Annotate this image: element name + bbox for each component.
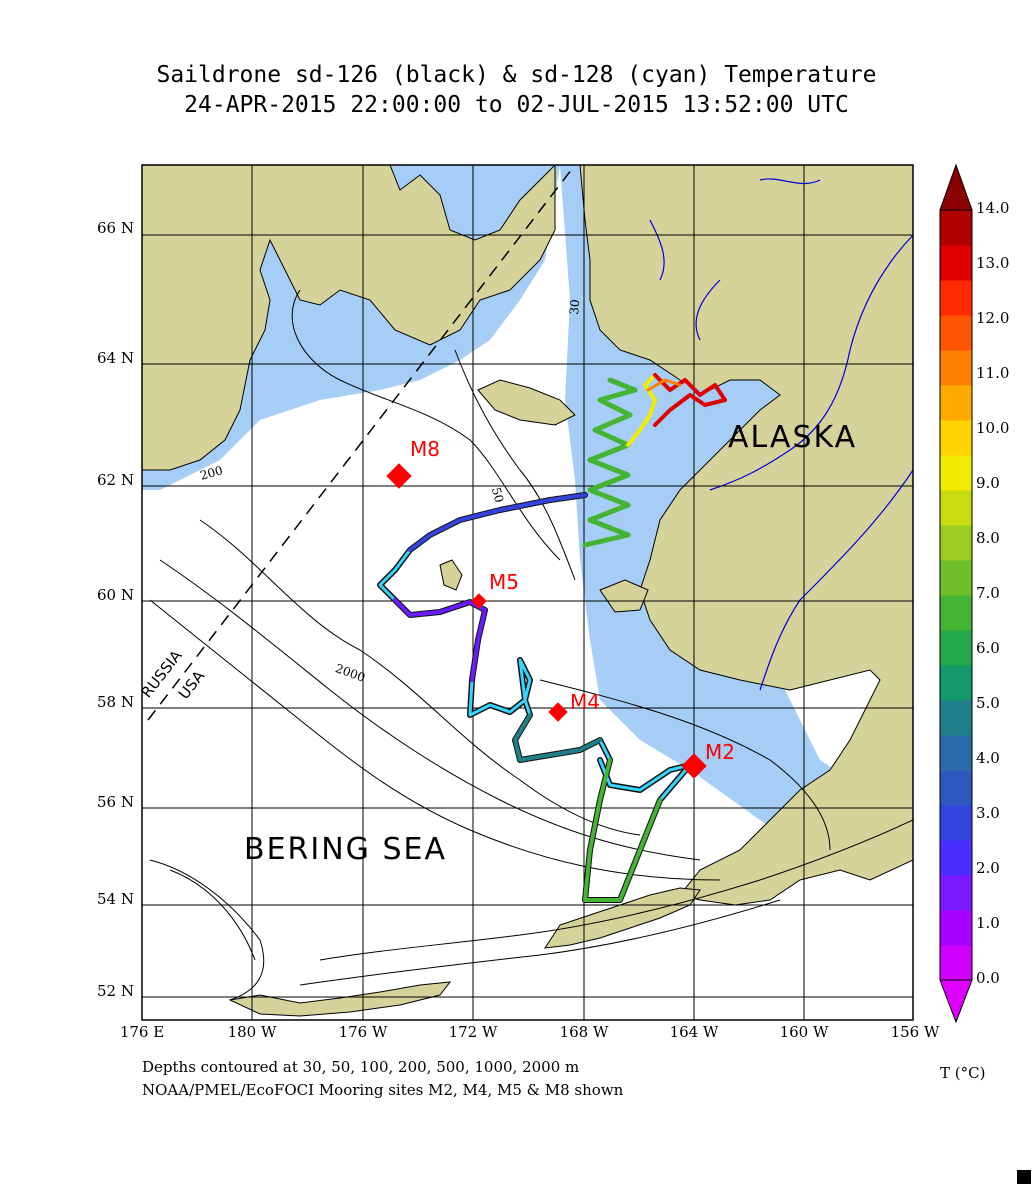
colorbar-swatch <box>940 280 972 316</box>
track-temp-yellow <box>626 373 657 447</box>
lon-label-176w: 176 W <box>338 1023 388 1041</box>
colorbar-swatch <box>940 560 972 596</box>
colorbar-swatch <box>940 420 972 456</box>
lat-label-58: 58 N <box>97 693 134 711</box>
lon-label-176e: 176 E <box>119 1023 165 1041</box>
colorbar-swatch <box>940 490 972 526</box>
colorbar-tick-1: 1.0 <box>976 914 1000 932</box>
lon-label-172w: 172 W <box>448 1023 498 1041</box>
track-temp-blue <box>408 493 587 552</box>
mooring-m4-marker <box>548 702 568 722</box>
land-nunivak-island <box>599 579 649 613</box>
mooring-markers <box>386 463 707 779</box>
lon-label-160w: 160 W <box>779 1023 829 1041</box>
colorbar-unit: T (°C) <box>940 1064 986 1082</box>
mooring-m2-marker <box>681 753 707 779</box>
colorbar-swatch <box>940 805 972 841</box>
colorbar-max-triangle <box>939 163 973 211</box>
land-st-lawrence-island <box>477 379 576 426</box>
colorbar-tick-8: 8.0 <box>976 529 1000 547</box>
lat-lon-grid <box>142 165 913 1020</box>
land-aleutians-west <box>228 981 452 1017</box>
colorbar-tick-4: 4.0 <box>976 749 1000 767</box>
mooring-label-m2: M2 <box>705 740 735 764</box>
colorbar-swatch <box>940 315 972 351</box>
note-depths: Depths contoured at 30, 50, 100, 200, 50… <box>142 1058 580 1076</box>
colorbar-tick-7: 7.0 <box>976 584 1000 602</box>
map-title-line2: 24-APR-2015 22:00:00 to 02-JUL-2015 13:5… <box>184 92 849 118</box>
colorbar-swatch <box>940 875 972 911</box>
lat-label-52: 52 N <box>97 982 134 1000</box>
colorbar-swatch <box>940 910 972 946</box>
colorbar-swatch <box>940 350 972 386</box>
colorbar-swatch <box>940 665 972 701</box>
rivers <box>649 178 913 691</box>
map-frame <box>141 164 914 1021</box>
colorbar-swatch <box>940 840 972 876</box>
colorbar-swatch <box>940 455 972 491</box>
saildrone-tracks <box>377 373 727 903</box>
colorbar-swatch <box>940 525 972 561</box>
colorbar-swatch <box>940 245 972 281</box>
colorbar-tick-3: 3.0 <box>976 804 1000 822</box>
colorbar-tick-10: 10.0 <box>976 419 1010 437</box>
colorbar-tick-0: 0.0 <box>976 969 1000 987</box>
colorbar-swatch <box>940 770 972 806</box>
lat-label-66: 66 N <box>97 219 134 237</box>
colorbar-tick-5: 5.0 <box>976 694 1000 712</box>
colorbar-tick-11: 11.0 <box>976 364 1010 382</box>
lon-label-156w: 156 W <box>890 1023 940 1041</box>
colorbar-swatch <box>940 700 972 736</box>
note-moorings: NOAA/PMEL/EcoFOCI Mooring sites M2, M4, … <box>142 1081 624 1099</box>
colorbar-tick-6: 6.0 <box>976 639 1000 657</box>
colorbar-swatch <box>940 385 972 421</box>
label-alaska: ALASKA <box>728 420 858 455</box>
colorbar-tick-13: 13.0 <box>976 254 1010 272</box>
land-st-matthew-island <box>439 559 463 591</box>
lat-label-62: 62 N <box>97 471 134 489</box>
colorbar-swatch <box>940 735 972 771</box>
lat-label-60: 60 N <box>97 586 134 604</box>
track-temp-teal <box>513 713 602 762</box>
lon-label-168w: 168 W <box>559 1023 609 1041</box>
land-seward-lowland <box>610 370 720 430</box>
lat-label-64: 64 N <box>97 349 134 367</box>
corner-marker <box>1017 1170 1031 1184</box>
colorbar-tick-2: 2.0 <box>976 859 1000 877</box>
lat-label-56: 56 N <box>97 793 134 811</box>
colorbar-tick-14: 14.0 <box>976 199 1010 217</box>
contour-label-30: 30 <box>567 298 583 316</box>
mooring-m8-marker <box>386 463 412 489</box>
lat-label-54: 54 N <box>97 890 134 908</box>
track-temp-orange <box>646 378 682 392</box>
colorbar-swatch <box>940 945 972 981</box>
label-bering-sea: BERING SEA <box>244 832 447 867</box>
colorbar-swatch <box>940 595 972 631</box>
lon-label-180w: 180 W <box>227 1023 277 1041</box>
mooring-label-m4: M4 <box>570 690 600 714</box>
mooring-m5-marker <box>471 593 487 609</box>
track-temp-green <box>583 758 662 902</box>
colorbar <box>939 163 973 1024</box>
track-temp-green-north <box>582 377 638 548</box>
lon-label-164w: 164 W <box>669 1023 719 1041</box>
russia-usa-boundary <box>147 165 576 721</box>
track-temp-purple <box>393 598 487 682</box>
mooring-label-m5: M5 <box>489 570 519 594</box>
mooring-label-m8: M8 <box>410 437 440 461</box>
colorbar-tick-9: 9.0 <box>976 474 1000 492</box>
colorbar-tick-12: 12.0 <box>976 309 1010 327</box>
colorbar-swatch <box>940 630 972 666</box>
colorbar-swatch <box>940 210 972 246</box>
colorbar-min-triangle <box>939 979 973 1024</box>
map-title-line1: Saildrone sd-126 (black) & sd-128 (cyan)… <box>156 62 877 88</box>
colorbar-frame <box>939 209 973 981</box>
